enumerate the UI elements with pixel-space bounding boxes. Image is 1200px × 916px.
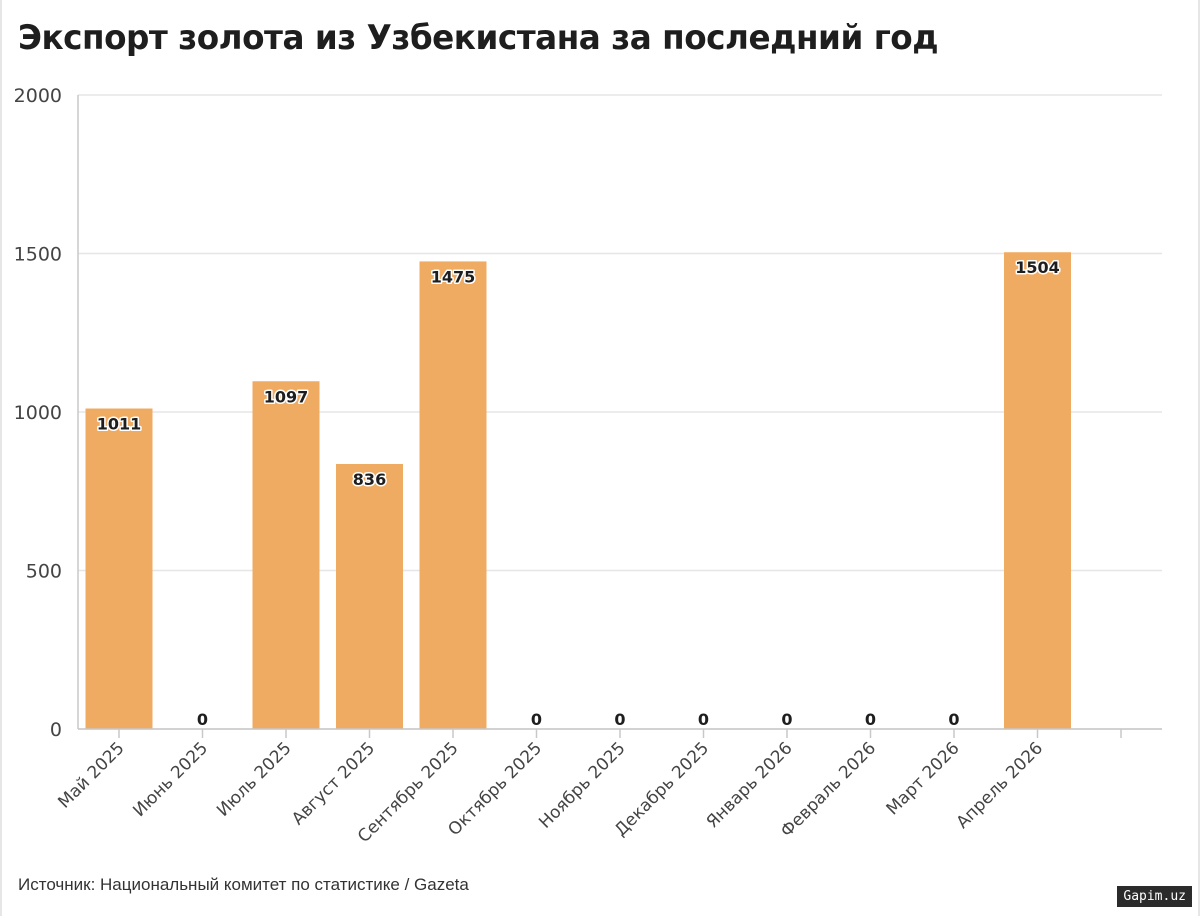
bar-value-label: 0 <box>531 710 542 729</box>
x-tick-label: Август 2025 <box>288 738 379 829</box>
x-tick-label: Январь 2026 <box>703 738 797 832</box>
bar-value-label: 1097 <box>264 387 309 406</box>
bar-value-label: 0 <box>197 710 208 729</box>
bar-value-label: 1475 <box>431 267 476 286</box>
watermark-logo: Gapim.uz <box>1117 886 1192 907</box>
x-tick-label: Июль 2025 <box>213 738 295 820</box>
bar-value-label: 0 <box>948 710 959 729</box>
right-border <box>1198 0 1200 916</box>
bar-value-label: 1504 <box>1015 258 1060 277</box>
bar <box>419 261 487 729</box>
bar-value-label: 836 <box>353 470 386 489</box>
source-note: Источник: Национальный комитет по статис… <box>18 875 469 894</box>
bar <box>1004 252 1071 729</box>
bar-value-label: 0 <box>781 710 792 729</box>
y-tick-label: 0 <box>50 719 62 741</box>
x-tick-label: Май 2025 <box>54 738 128 812</box>
y-tick-label: 500 <box>26 561 62 583</box>
y-tick-label: 1000 <box>14 402 62 424</box>
bar-value-label: 1011 <box>97 415 142 434</box>
bar <box>336 463 403 729</box>
bar-value-label: 0 <box>698 710 709 729</box>
bar <box>252 381 320 729</box>
chart-title: Экспорт золота из Узбекистана за последн… <box>18 18 939 58</box>
y-tick-label: 1500 <box>14 244 62 266</box>
x-tick-label: Июнь 2025 <box>129 738 212 821</box>
bar-value-label: 0 <box>865 710 876 729</box>
x-tick-label: Апрель 2026 <box>953 738 1047 832</box>
x-tick-label: Март 2026 <box>883 738 964 819</box>
left-border <box>0 0 2 916</box>
bar <box>85 408 153 729</box>
bar-value-label: 0 <box>614 710 625 729</box>
y-tick-label: 2000 <box>14 85 62 107</box>
x-tick-label: Ноябрь 2025 <box>535 738 629 832</box>
